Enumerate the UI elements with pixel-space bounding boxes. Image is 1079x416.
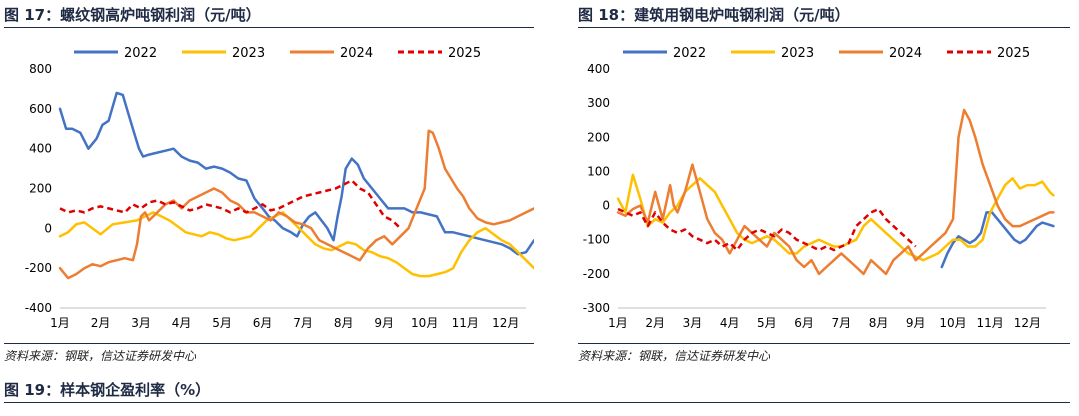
- x-tick-label: 4月: [172, 316, 192, 330]
- x-tick-label: 9月: [906, 316, 926, 330]
- x-tick-label: 12月: [492, 316, 519, 330]
- x-tick-label: 11月: [452, 316, 479, 330]
- figure-17-title-rule: [4, 27, 534, 28]
- legend-label-2023: 2023: [781, 46, 814, 61]
- y-tick-label: 400: [29, 142, 52, 156]
- legend-label-2025: 2025: [997, 46, 1030, 61]
- x-tick-label: 8月: [334, 316, 354, 330]
- y-tick-label: -100: [583, 233, 610, 247]
- y-tick-label: 600: [29, 102, 52, 116]
- figure-17-title: 图 17：螺纹钢高炉吨钢利润（元/吨）: [4, 6, 261, 24]
- legend-label-2022: 2022: [673, 46, 706, 61]
- y-tick-label: 200: [587, 130, 610, 144]
- x-tick-label: 1月: [608, 316, 628, 330]
- figure-17-source: 资料来源：钢联，信达证券研发中心: [4, 349, 197, 363]
- y-tick-label: 0: [602, 199, 610, 213]
- x-tick-label: 12月: [1014, 316, 1041, 330]
- y-tick-label: 200: [29, 182, 52, 196]
- x-tick-label: 6月: [253, 316, 273, 330]
- legend-label-2025: 2025: [448, 46, 481, 61]
- x-tick-label: 3月: [683, 316, 703, 330]
- figure-19-title: 图 19：样本钢企盈利率（%）: [4, 381, 211, 399]
- x-tick-label: 7月: [293, 316, 313, 330]
- y-tick-label: 300: [587, 96, 610, 110]
- series-line-2023: [58, 211, 534, 278]
- series-line-2024: [616, 108, 1055, 276]
- chart-17: -400 -200 0 200 400 600 800 1月 2月 3月 4月 5月 6月 7月 8月 9月 1…: [25, 46, 534, 330]
- y-tick-label: -300: [583, 301, 610, 315]
- series-line-2025: [59, 179, 402, 230]
- x-tick-label: 8月: [869, 316, 889, 330]
- x-tick-label: 7月: [831, 316, 851, 330]
- legend-label-2023: 2023: [232, 46, 265, 61]
- x-tick-label: 4月: [720, 316, 740, 330]
- x-tick-label: 9月: [374, 316, 394, 330]
- x-tick-label: 10月: [411, 316, 438, 330]
- legend-label-2024: 2024: [340, 46, 373, 61]
- series-line-2022: [58, 91, 534, 256]
- x-tick-label: 1月: [50, 316, 70, 330]
- y-tick-label: -400: [25, 301, 52, 315]
- x-tick-label: 6月: [794, 316, 814, 330]
- y-tick-label: -200: [25, 261, 52, 275]
- figure-18-source: 资料来源：钢联，信达证券研发中心: [578, 349, 771, 363]
- chart-18: -300 -200 -100 0 100 200 300 400 1月 2月 3月 4月 5月 6月 7月 8…: [583, 46, 1055, 330]
- x-tick-label: 2月: [91, 316, 111, 330]
- figure-17-source-rule: [4, 343, 534, 344]
- legend-label-2022: 2022: [124, 46, 157, 61]
- y-tick-label: 100: [587, 164, 610, 178]
- series-line-2022: [940, 211, 1055, 269]
- figure-19-title-rule: [4, 402, 1070, 403]
- x-tick-label: 2月: [645, 316, 665, 330]
- series-line-2023: [616, 173, 1055, 262]
- series-line-2025: [617, 207, 917, 252]
- figure-18-title-rule: [578, 27, 1070, 28]
- legend-label-2024: 2024: [889, 46, 922, 61]
- y-tick-label: 0: [44, 221, 52, 235]
- series-line-2024: [58, 129, 534, 280]
- x-tick-label: 3月: [131, 316, 151, 330]
- figure-18-source-rule: [578, 343, 1070, 344]
- y-tick-label: 400: [587, 62, 610, 76]
- y-tick-label: -200: [583, 267, 610, 281]
- x-tick-label: 5月: [757, 316, 777, 330]
- x-tick-label: 11月: [977, 316, 1004, 330]
- x-tick-label: 5月: [212, 316, 232, 330]
- x-tick-label: 10月: [939, 316, 966, 330]
- figure-18-title: 图 18：建筑用钢电炉吨钢利润（元/吨）: [578, 6, 850, 24]
- y-tick-label: 800: [29, 62, 52, 76]
